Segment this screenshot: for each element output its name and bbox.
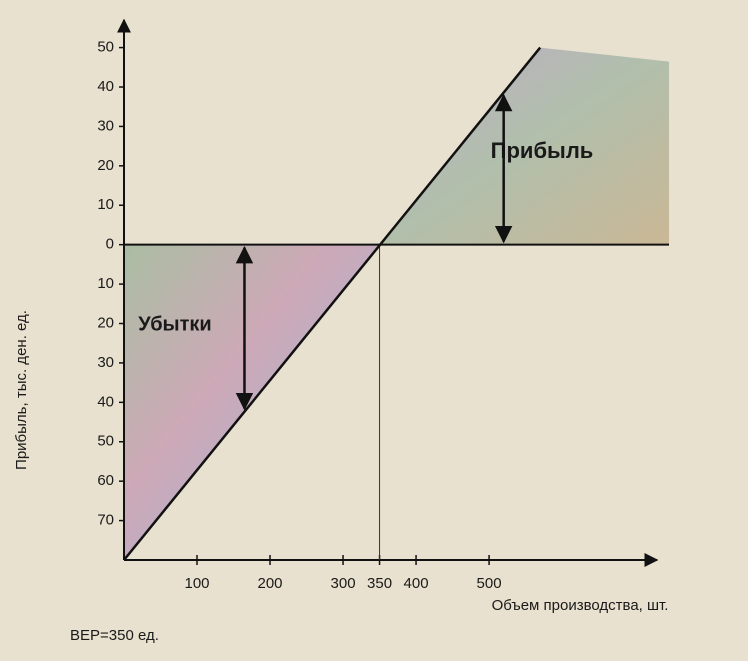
shading xyxy=(124,47,669,560)
profit-label: Прибыль xyxy=(491,138,594,163)
x-tick-label: 400 xyxy=(404,575,429,592)
profit-line xyxy=(123,46,542,561)
y-tick-label: 10 xyxy=(97,275,114,292)
y-tick-label: 20 xyxy=(97,157,114,174)
bep-label: BEP=350 ед. xyxy=(70,627,159,644)
y-tick-label: 50 xyxy=(97,433,114,450)
y-axis-label: Прибыль, тыс. ден. ед. xyxy=(13,310,30,470)
y-tick-label: 70 xyxy=(97,512,114,529)
y-tick-label: 20 xyxy=(97,314,114,331)
y-tick-label: 50 xyxy=(97,39,114,56)
y-tick-label: 30 xyxy=(97,117,114,134)
x-tick-label: 350 xyxy=(367,575,392,592)
y-tick-label: 40 xyxy=(97,78,114,95)
x-axis-label: Объем производства, шт. xyxy=(492,597,669,614)
y-tick-label: 0 xyxy=(106,236,114,253)
x-tick-label: 100 xyxy=(184,575,209,592)
y-tick-label: 10 xyxy=(97,196,114,213)
x-tick-label: 200 xyxy=(258,575,283,592)
profit-area xyxy=(380,47,669,245)
y-tick-label: 30 xyxy=(97,354,114,371)
x-tick-label: 500 xyxy=(477,575,502,592)
y-tick-label: 40 xyxy=(97,393,114,410)
loss-label: Убытки xyxy=(138,313,211,335)
y-tick-label: 60 xyxy=(97,472,114,489)
x-tick-label: 300 xyxy=(331,575,356,592)
